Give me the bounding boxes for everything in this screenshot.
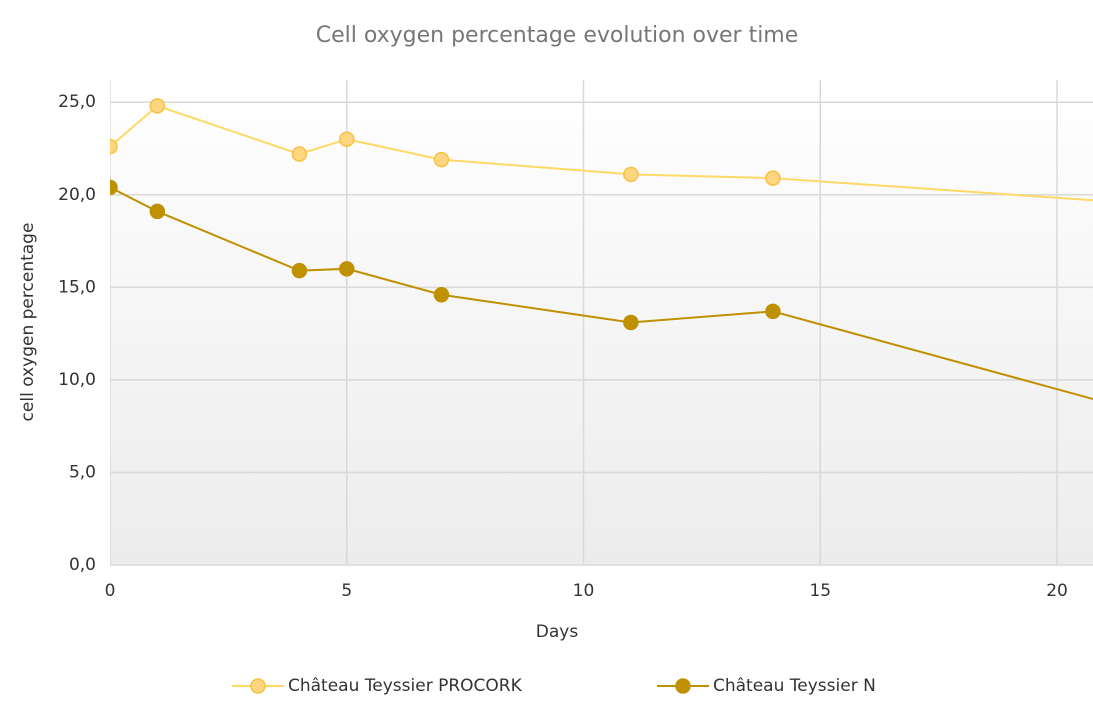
data-point — [623, 314, 639, 331]
data-point — [339, 261, 355, 277]
legend-label: Château Teyssier PROCORK — [288, 676, 523, 696]
data-point — [149, 98, 166, 114]
y-tick-label: 5,0 — [69, 462, 96, 482]
y-tick-label: 15,0 — [58, 277, 96, 297]
data-point — [623, 166, 639, 183]
data-point — [765, 170, 781, 186]
data-point — [291, 262, 308, 279]
plot-area — [110, 80, 1093, 565]
y-tick-label: 10,0 — [58, 370, 96, 390]
y-tick-label: 0,0 — [69, 555, 96, 575]
data-point — [110, 179, 118, 196]
series-line — [110, 186, 1093, 401]
data-point — [291, 146, 308, 162]
y-tick-label: 25,0 — [58, 92, 96, 112]
data-point — [339, 131, 355, 147]
plot — [110, 80, 1093, 566]
legend-marker — [675, 678, 691, 694]
y-tick-label: 20,0 — [58, 185, 96, 205]
data-point — [433, 286, 450, 303]
legend-marker — [250, 678, 266, 694]
x-tick-label: 0 — [105, 581, 116, 601]
legend-label: Château Teyssier N — [713, 676, 876, 696]
x-tick-label: 10 — [573, 581, 595, 601]
data-point — [433, 151, 450, 168]
data-point — [110, 138, 118, 155]
x-axis-label: Days — [536, 622, 579, 642]
series-line — [110, 104, 1093, 202]
data-point — [765, 303, 781, 320]
y-axis-label: cell oxygen percentage — [18, 223, 38, 422]
data-point — [149, 203, 166, 220]
x-tick-label: 5 — [341, 581, 352, 601]
x-tick-label: 15 — [809, 581, 831, 601]
x-tick-label: 20 — [1046, 581, 1068, 601]
chart-title: Cell oxygen percentage evolution over ti… — [316, 23, 799, 48]
